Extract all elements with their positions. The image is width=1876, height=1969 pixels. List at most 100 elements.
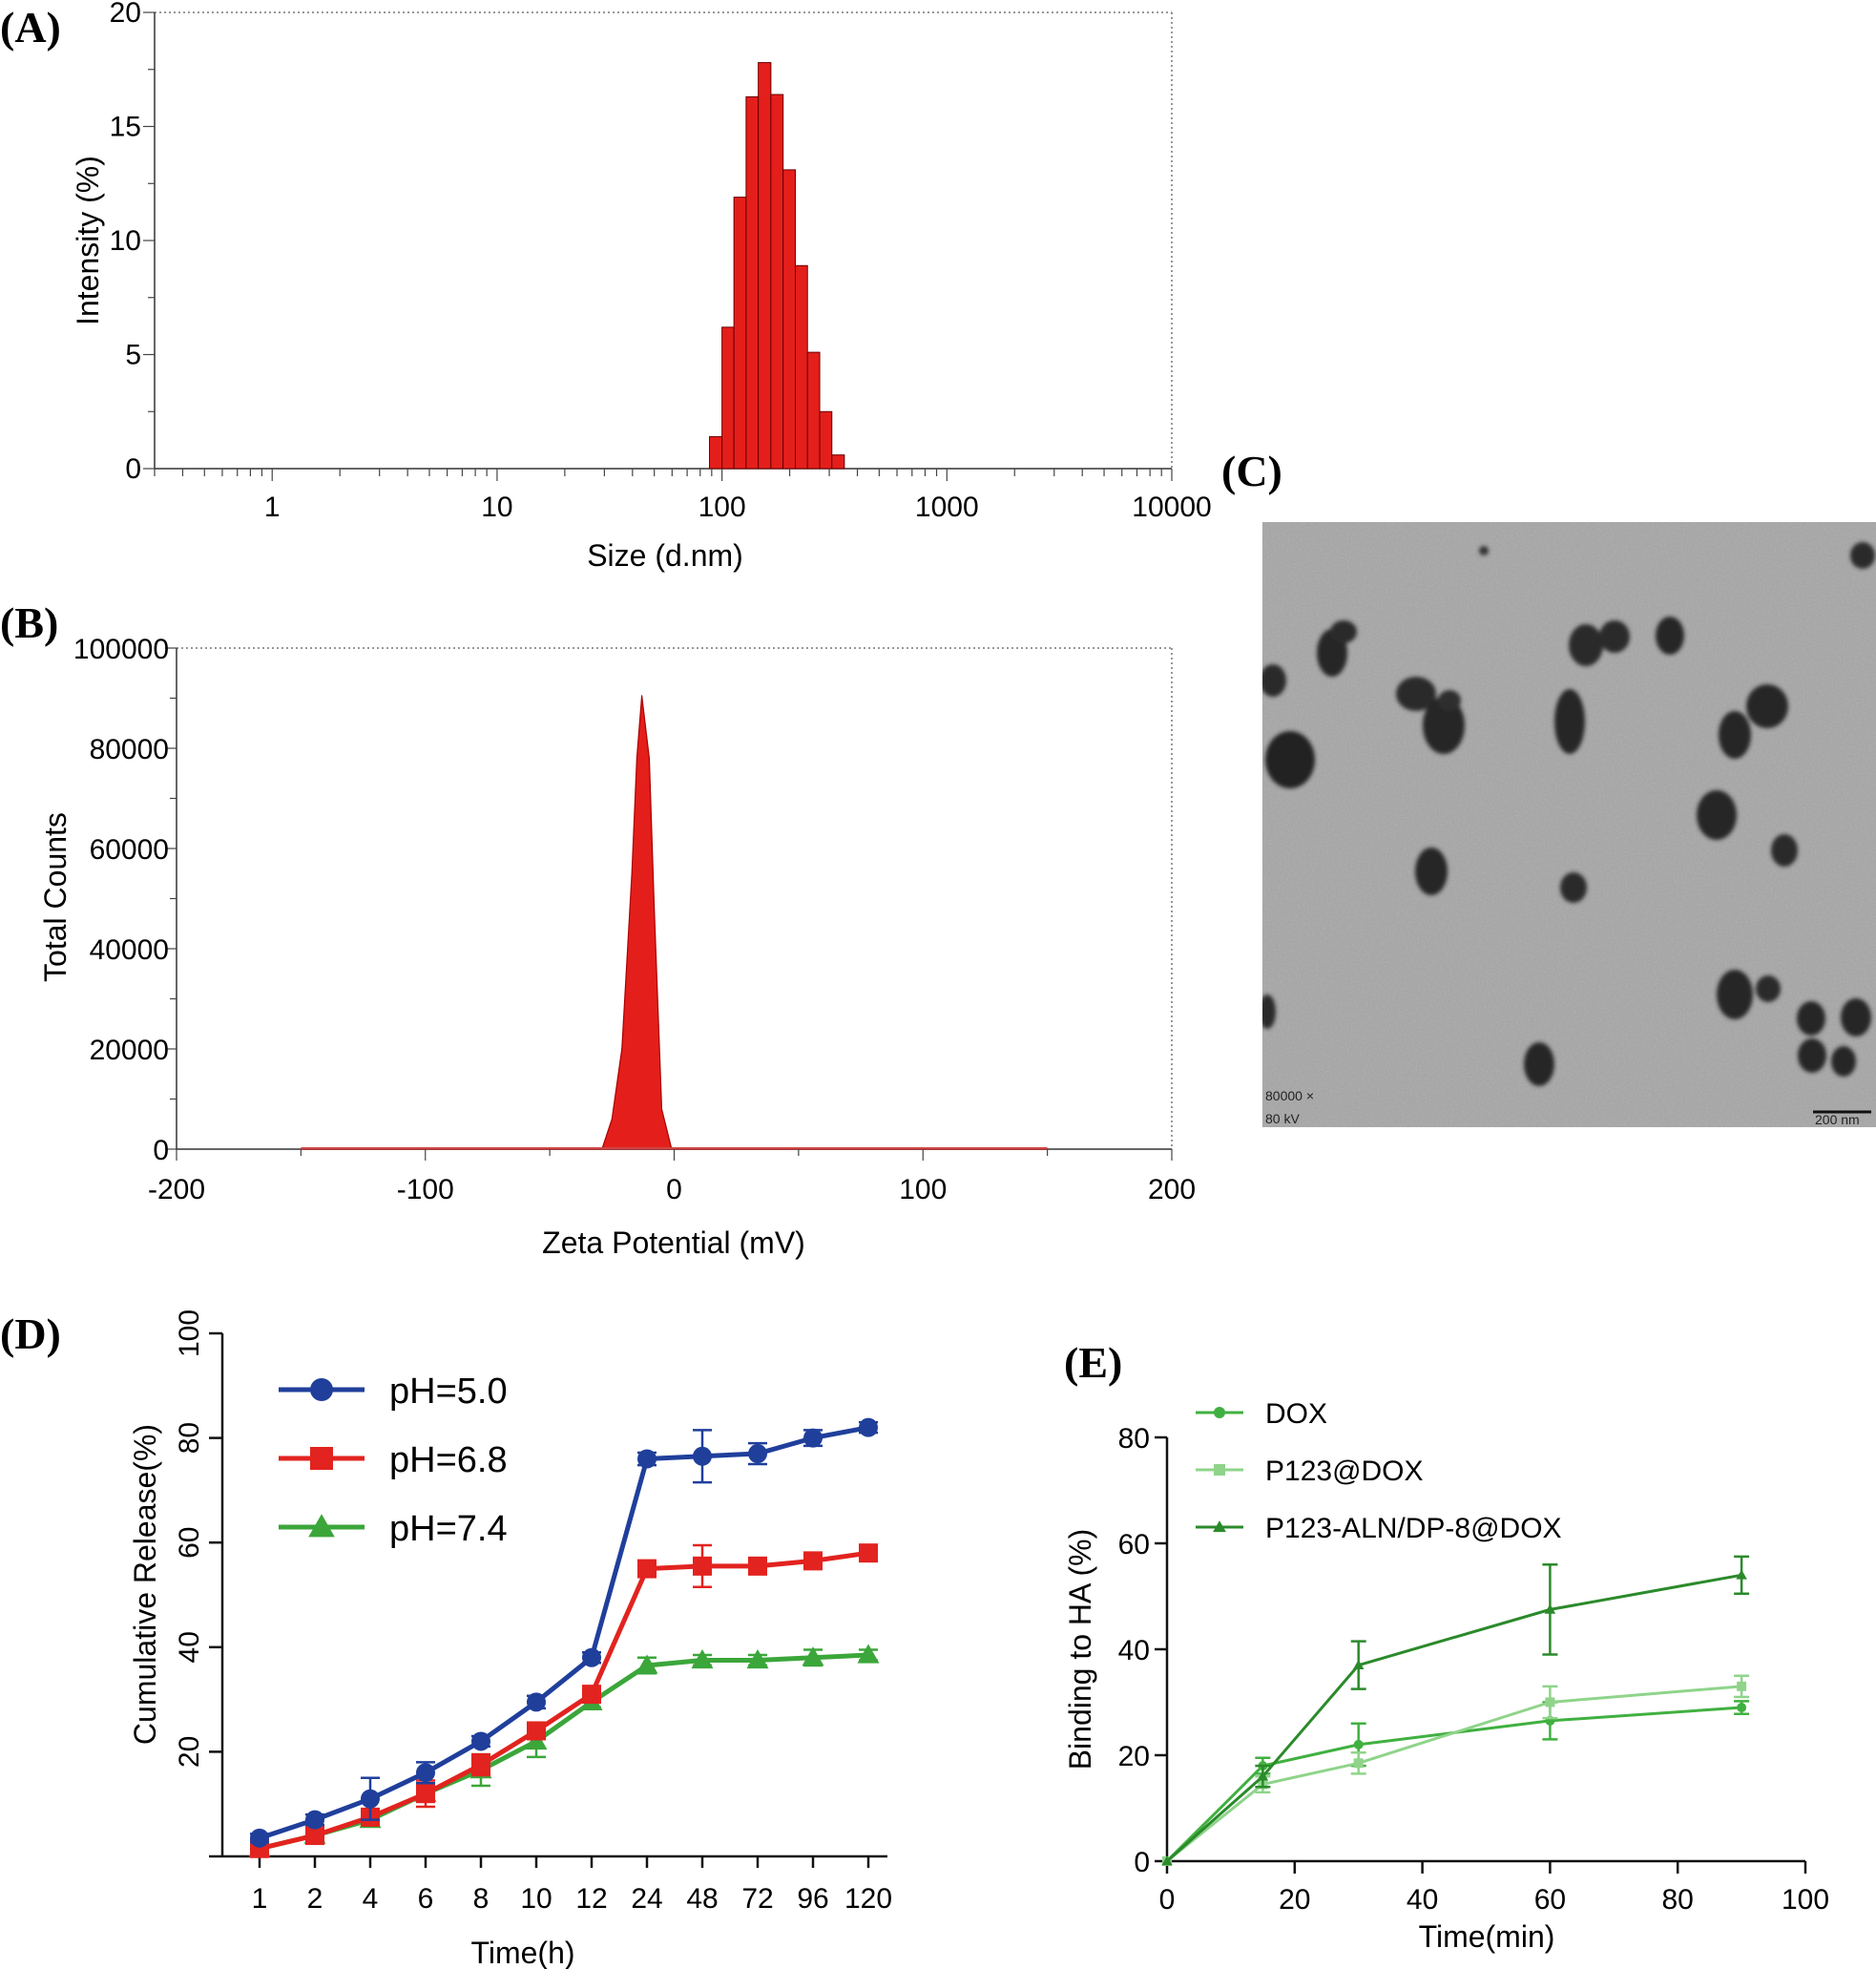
panel-label-e: (E)	[1064, 1338, 1122, 1387]
panel-a-x-tick-label: 1	[264, 492, 281, 523]
tem-grain	[1262, 522, 1876, 1127]
panel-d-ph-5-0-point	[582, 1647, 601, 1667]
panel-d-ph-5-0-point	[803, 1428, 823, 1448]
panel-e-legend-marker	[1213, 1520, 1226, 1533]
panel-a-y-tick-label: 20	[110, 0, 141, 29]
panel-e-p123-aln-dp-8-dox-point	[1352, 1659, 1365, 1669]
panel-b-x-tick-label: 200	[1148, 1174, 1196, 1205]
panel-a-bar-8	[806, 351, 821, 470]
panel-e-x-tick-label: 0	[1159, 1884, 1176, 1916]
panel-a-bar-1	[721, 326, 735, 470]
panel-d-ph-5-0-point	[305, 1810, 324, 1830]
panel-d-ph-5-0-point	[748, 1444, 767, 1464]
panel-b-y-label: Total Counts	[38, 812, 73, 982]
panel-d-y-tick-label: 40	[174, 1631, 205, 1663]
panel-d-ph-7-4-point	[746, 1649, 769, 1669]
panel-a-y-tick-label: 0	[125, 453, 141, 485]
panel-a-y-label: Intensity (%)	[71, 156, 105, 325]
panel-e-y-tick-label: 0	[1134, 1847, 1150, 1878]
panel-e-y-label: Binding to HA (%)	[1063, 1529, 1097, 1770]
panel-a-bar-5	[770, 94, 784, 470]
panel-d-ph-6-8-point	[637, 1559, 657, 1579]
panel-d-ph-5-0-point	[859, 1417, 878, 1437]
panel-e-dox-point	[1353, 1739, 1364, 1749]
panel-d-x-tick-label: 48	[686, 1883, 718, 1915]
panel-e-x-label: Time(min)	[1419, 1919, 1555, 1954]
panel-a-x-tick-label: 10000	[1132, 492, 1211, 523]
panel-a-x-tick-label: 10	[481, 492, 512, 523]
panel-d-x-tick-label: 4	[363, 1883, 379, 1915]
panel-b-y-tick-label: 100000	[73, 634, 169, 665]
panel-d-x-tick-label: 2	[307, 1883, 323, 1915]
panel-e-y-tick-label: 20	[1118, 1741, 1150, 1772]
panel-d-x-label: Time(h)	[470, 1936, 574, 1969]
panel-d-x-tick-label: 72	[741, 1883, 773, 1915]
panel-d-ph-5-0-point	[527, 1692, 546, 1712]
panel-d-x-tick-label: 12	[575, 1883, 607, 1915]
panel-b-y-tick-label: 60000	[90, 834, 169, 866]
panel-e-y-tick-label: 80	[1118, 1423, 1150, 1455]
panel-d-legend-marker	[310, 1447, 333, 1470]
panel-e-dox-point	[1737, 1703, 1747, 1713]
tem-particles	[1262, 542, 1875, 1086]
panel-d-ph-6-8-point	[748, 1556, 767, 1576]
panel-d-ph-6-8-point	[527, 1721, 546, 1741]
panel-b-y-tick-label: 0	[153, 1135, 169, 1166]
panel-d-y-label: Cumulative Release(%)	[128, 1424, 162, 1745]
panel-d-legend-label: pH=6.8	[389, 1440, 508, 1480]
panel-c-tem-image: 80000 × 80 kV 200 nm	[1262, 522, 1876, 1127]
panel-d-y-tick-label: 100	[174, 1309, 205, 1357]
panel-d-ph-6-8-point	[305, 1826, 324, 1846]
panel-a-bar-4	[758, 62, 772, 470]
panel-d-ph-7-4-point	[802, 1646, 824, 1666]
panel-d-ph-5-0-point	[250, 1828, 269, 1848]
panel-label-c: (C)	[1221, 447, 1282, 495]
panel-e-x-tick-label: 20	[1279, 1884, 1310, 1916]
panel-e-legend-label: DOX	[1265, 1398, 1327, 1430]
panel-d-x-tick-label: 24	[631, 1883, 662, 1915]
panel-d-ph-7-4-point	[857, 1644, 880, 1664]
panel-d-x-tick-label: 1	[252, 1883, 268, 1915]
panel-b-y-tick-label: 40000	[90, 934, 169, 966]
panel-a-y-tick-label: 15	[110, 112, 141, 143]
panel-d-x-tick-label: 10	[520, 1883, 552, 1915]
tem-scale-label: 200 nm	[1815, 1112, 1860, 1127]
panel-label-b: (B)	[0, 598, 58, 647]
panel-d-ph-5-0-series	[250, 1417, 878, 1848]
panel-e-p123-dox-point	[1353, 1758, 1364, 1769]
panel-a-x-label: Size (d.nm)	[587, 538, 743, 573]
panel-a-bar-7	[795, 264, 808, 470]
panel-e-p123-aln-dp-8-dox-series	[1161, 1555, 1750, 1866]
panel-e-x-tick-label: 60	[1534, 1884, 1566, 1916]
panel-d-ph-6-8-point	[416, 1784, 435, 1804]
panel-d-legend-marker	[308, 1514, 335, 1538]
panel-d-legend-label: pH=7.4	[389, 1509, 508, 1549]
panel-e-x-tick-label: 40	[1407, 1884, 1438, 1916]
panel-d-ph-5-0-point	[361, 1789, 380, 1809]
panel-a-x-tick-label: 1000	[915, 492, 979, 523]
panel-d-ph-5-0-line	[259, 1425, 869, 1841]
panel-d-y-tick-label: 80	[174, 1422, 205, 1454]
panel-e-p123-dox-point	[1545, 1697, 1555, 1707]
panel-b-x-tick-label: 0	[666, 1174, 682, 1205]
panel-d-ph-5-0-point	[471, 1731, 490, 1751]
panel-b-x-tick-label: 100	[899, 1174, 947, 1205]
tem-voltage: 80 kV	[1265, 1111, 1300, 1126]
panel-e-p123-aln-dp-8-dox-point	[1736, 1569, 1747, 1580]
panel-d-y-tick-label: 60	[174, 1527, 205, 1559]
panel-e-p123-dox-series	[1162, 1674, 1750, 1866]
tem-magnification: 80000 ×	[1265, 1088, 1314, 1103]
panel-d-ph-6-8-point	[582, 1685, 601, 1705]
panel-e-legend-label: P123-ALN/DP-8@DOX	[1265, 1513, 1562, 1544]
panel-b-y-tick-label: 20000	[90, 1035, 169, 1066]
panel-e-legend-marker	[1214, 1464, 1225, 1476]
panel-e-y-tick-label: 60	[1118, 1529, 1150, 1561]
panel-d-ph-6-8-point	[471, 1755, 490, 1775]
panel-d-ph-5-0-point	[416, 1763, 435, 1783]
panel-label-a: (A)	[0, 3, 61, 52]
panel-d-legend-label: pH=5.0	[389, 1372, 508, 1412]
panel-a-y-tick-label: 10	[110, 225, 141, 257]
panel-d-ph-6-8-point	[803, 1551, 823, 1571]
